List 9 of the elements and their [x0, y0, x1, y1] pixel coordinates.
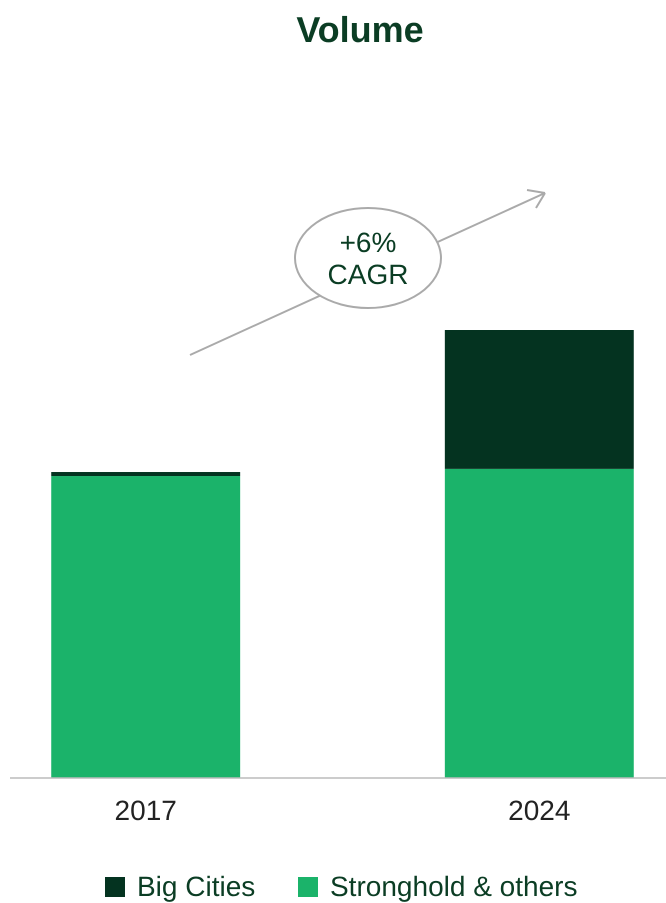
- bar: [51, 472, 240, 476]
- bar: [51, 476, 240, 778]
- text: +6% CAGR: [328, 227, 408, 290]
- x-tick-label: 2017: [114, 795, 177, 826]
- bar: [444, 468, 634, 778]
- legend-label: Stronghold & others: [330, 871, 578, 902]
- x-tick-label: 2024: [508, 795, 570, 826]
- chart-title: Volume: [296, 9, 424, 50]
- legend-label: Big Cities: [137, 871, 256, 902]
